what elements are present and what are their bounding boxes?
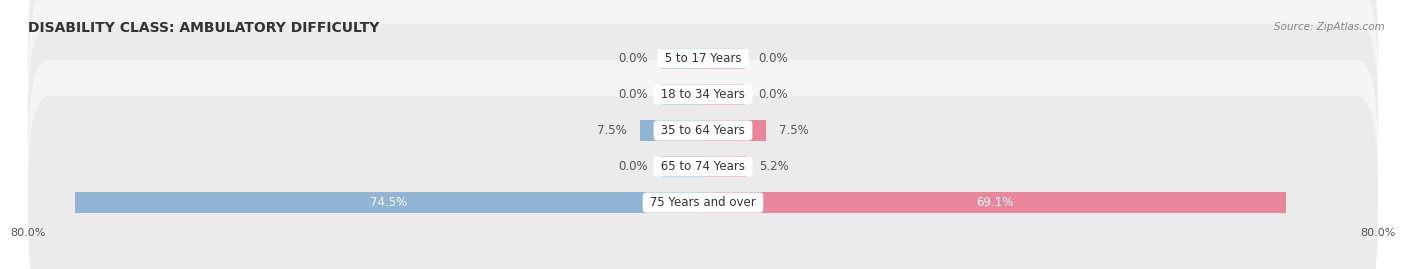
Bar [703, 192, 1286, 213]
Text: 18 to 34 Years: 18 to 34 Years [657, 88, 749, 101]
Text: 7.5%: 7.5% [779, 124, 808, 137]
FancyBboxPatch shape [28, 96, 1378, 269]
FancyBboxPatch shape [28, 60, 1378, 269]
Text: 0.0%: 0.0% [758, 88, 787, 101]
Text: 0.0%: 0.0% [619, 52, 648, 65]
Text: 5 to 17 Years: 5 to 17 Years [661, 52, 745, 65]
Bar [703, 156, 747, 177]
Bar [661, 156, 703, 177]
Bar [661, 84, 703, 105]
Text: 35 to 64 Years: 35 to 64 Years [657, 124, 749, 137]
Text: Source: ZipAtlas.com: Source: ZipAtlas.com [1274, 22, 1385, 31]
FancyBboxPatch shape [28, 24, 1378, 237]
Text: 69.1%: 69.1% [976, 196, 1014, 209]
Text: 0.0%: 0.0% [619, 88, 648, 101]
Text: 75 Years and over: 75 Years and over [647, 196, 759, 209]
Text: DISABILITY CLASS: AMBULATORY DIFFICULTY: DISABILITY CLASS: AMBULATORY DIFFICULTY [28, 21, 380, 35]
Text: 7.5%: 7.5% [598, 124, 627, 137]
Bar [640, 120, 703, 141]
Bar [703, 120, 766, 141]
Text: 65 to 74 Years: 65 to 74 Years [657, 160, 749, 173]
Text: 0.0%: 0.0% [619, 160, 648, 173]
FancyBboxPatch shape [28, 0, 1378, 201]
Bar [661, 48, 703, 69]
Text: 5.2%: 5.2% [759, 160, 789, 173]
Text: 74.5%: 74.5% [370, 196, 408, 209]
FancyBboxPatch shape [28, 0, 1378, 165]
Bar [703, 84, 745, 105]
Bar [703, 48, 745, 69]
Text: 0.0%: 0.0% [758, 52, 787, 65]
Bar [75, 192, 703, 213]
